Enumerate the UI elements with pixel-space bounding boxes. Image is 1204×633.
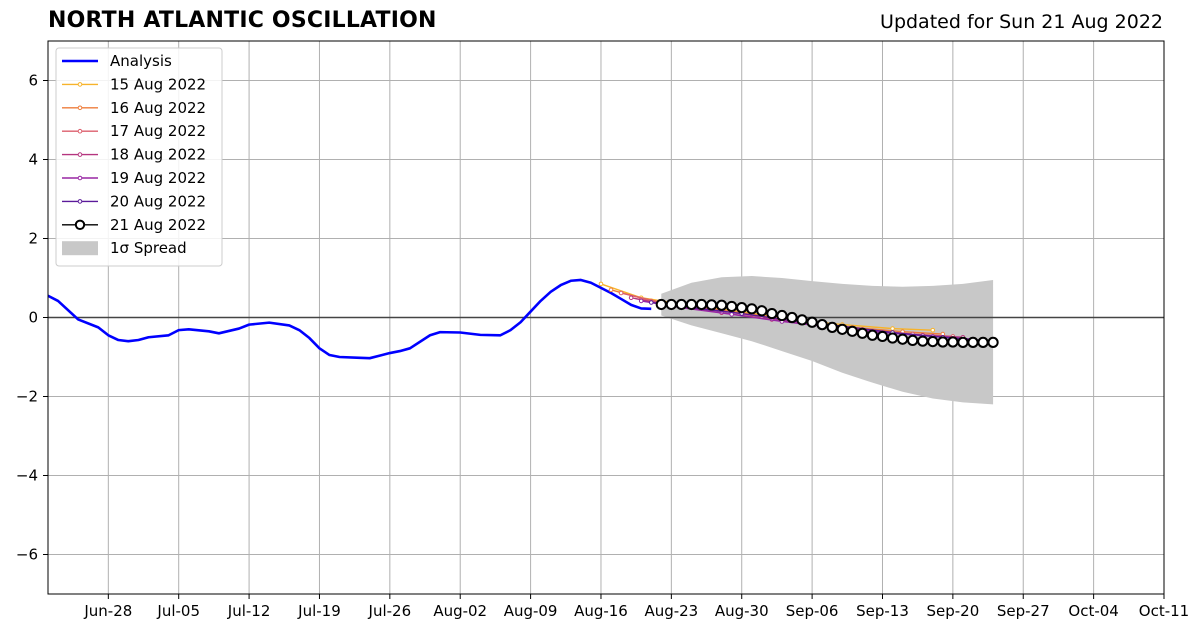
legend-box: [55, 47, 223, 267]
forecast-point: [695, 298, 708, 311]
forecast-point: [890, 326, 895, 331]
forecast-point: [766, 307, 778, 320]
forecast-point: [796, 314, 808, 326]
chart-title: NORTH ATLANTIC OSCILLATION: [48, 8, 437, 33]
forecast-point: [987, 336, 999, 348]
x-tick-label: Sep-20: [926, 602, 979, 620]
forecast-point: [896, 333, 909, 345]
x-tick-label: Aug-30: [715, 602, 769, 620]
forecast-series: [655, 298, 999, 348]
x-tick-label: Oct-11: [1139, 602, 1189, 620]
forecast-point: [608, 287, 614, 293]
forecast-point: [618, 290, 624, 296]
x-tick-label: Jul-19: [297, 602, 341, 620]
forecast-point: [675, 298, 688, 311]
forecast-point: [957, 336, 969, 348]
legend-label-forecast: 18 Aug 2022: [110, 146, 206, 164]
legend-marker: [77, 175, 83, 181]
forecast-point: [930, 327, 936, 333]
forecast-point: [638, 298, 644, 304]
forecast-point: [866, 329, 879, 341]
analysis-line: [47, 278, 652, 360]
forecast-point: [856, 327, 868, 339]
legend-marker: [77, 152, 83, 157]
legend-marker: [77, 128, 83, 134]
x-tick-label: Jul-26: [368, 602, 412, 620]
y-tick-label: 2: [28, 230, 38, 248]
forecast-point: [826, 321, 838, 333]
forecast-point: [628, 295, 634, 301]
forecast-point: [705, 299, 718, 311]
forecast-point: [736, 302, 748, 314]
y-tick-label: −4: [16, 467, 38, 485]
forecast-point: [846, 325, 858, 337]
updated-date: Updated for Sun 21 Aug 2022: [880, 11, 1163, 33]
legend-label-forecast: 16 Aug 2022: [110, 99, 206, 117]
forecast-point: [746, 303, 758, 315]
forecast-point: [876, 330, 889, 343]
x-tick-label: Aug-02: [433, 602, 487, 620]
forecast-point: [786, 311, 798, 324]
y-tick-label: 4: [28, 151, 38, 169]
legend-marker: [77, 82, 83, 87]
forecast-point: [836, 323, 848, 335]
forecast-point: [977, 336, 989, 348]
forecast-point: [716, 299, 728, 311]
x-tick-label: Jul-12: [227, 602, 271, 620]
forecast-point: [886, 332, 899, 344]
forecast-point: [937, 336, 949, 348]
forecast-point: [816, 319, 828, 331]
forecast-point: [907, 334, 919, 347]
forecast-point: [685, 298, 698, 311]
x-tick-label: Jun-28: [83, 602, 132, 620]
legend-label-analysis: Analysis: [110, 52, 172, 70]
x-tick-label: Sep-06: [786, 602, 839, 620]
forecast-point: [927, 335, 939, 348]
x-tick-label: Oct-04: [1068, 602, 1118, 620]
legend-swatch-spread: [62, 241, 98, 256]
legend-label-forecast: 19 Aug 2022: [110, 169, 206, 187]
legend-marker: [77, 105, 83, 111]
x-tick-label: Sep-13: [856, 602, 909, 620]
forecast-point: [947, 336, 959, 348]
x-tick-label: Aug-16: [574, 602, 628, 620]
legend-marker: [74, 219, 86, 231]
forecast-point: [665, 298, 677, 311]
forecast-point: [648, 300, 654, 305]
legend-label-forecast: 17 Aug 2022: [110, 122, 206, 140]
x-tick-label: Aug-09: [504, 602, 558, 620]
legend-label-forecast: 21 Aug 2022: [110, 216, 206, 234]
forecast-point: [756, 305, 768, 317]
y-tick-label: −6: [16, 546, 38, 564]
y-tick-label: −2: [16, 388, 38, 406]
x-tick-label: Jul-05: [156, 602, 200, 620]
forecast-point: [726, 300, 738, 313]
x-tick-label: Aug-23: [644, 602, 698, 620]
forecast-point: [598, 281, 604, 287]
legend-label-forecast: 15 Aug 2022: [110, 75, 206, 93]
forecast-point: [917, 335, 929, 347]
forecast-point: [776, 309, 788, 322]
forecast-point: [655, 298, 667, 311]
legend-label-spread: 1σ Spread: [110, 239, 187, 257]
legend-label-forecast: 20 Aug 2022: [110, 192, 206, 210]
legend-marker: [77, 199, 83, 204]
x-tick-label: Sep-27: [997, 602, 1050, 620]
y-tick-label: 6: [28, 72, 38, 90]
forecast-point: [967, 336, 979, 348]
y-tick-label: 0: [28, 309, 38, 327]
forecast-point: [806, 316, 818, 328]
